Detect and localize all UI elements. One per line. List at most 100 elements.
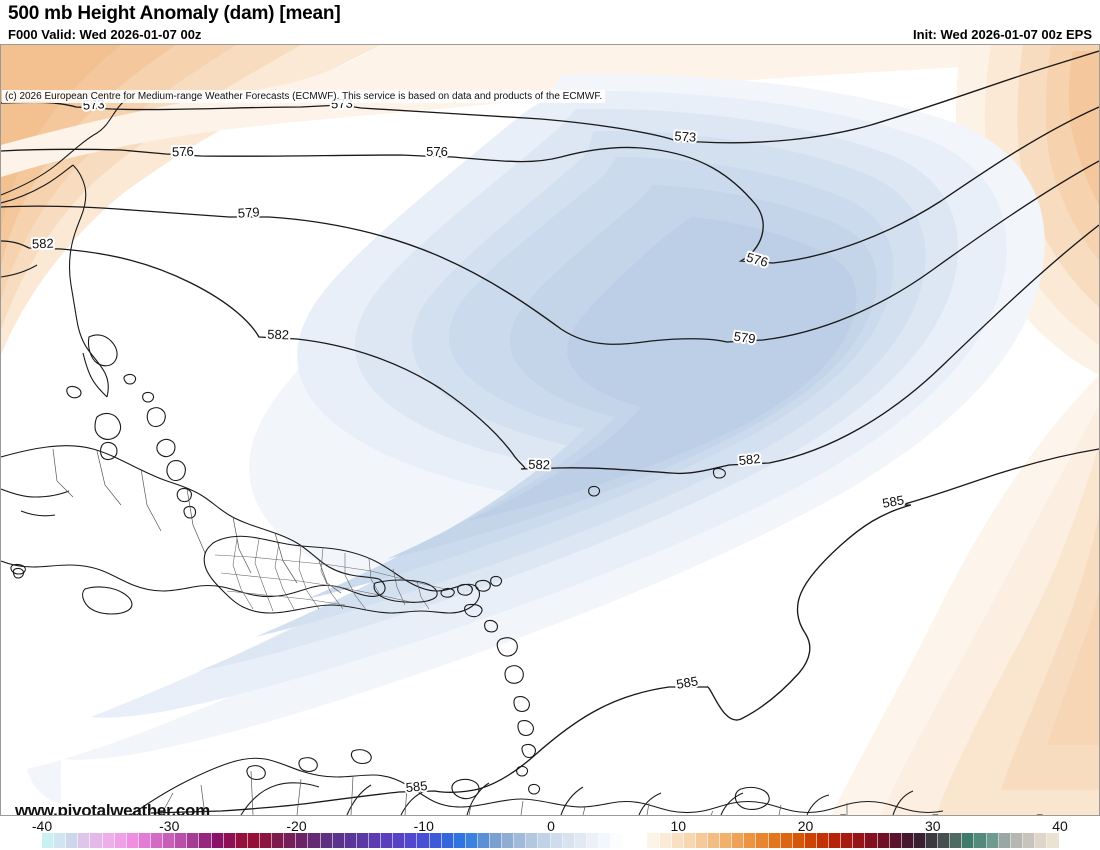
- colorbar-swatch[interactable]: [417, 833, 430, 848]
- colorbar-swatch[interactable]: [502, 833, 515, 848]
- colorbar-swatch[interactable]: [393, 833, 406, 848]
- colorbar-swatch[interactable]: [175, 833, 188, 848]
- colorbar-swatch[interactable]: [671, 833, 684, 848]
- colorbar-swatch[interactable]: [187, 833, 200, 848]
- colorbar-swatch[interactable]: [126, 833, 139, 848]
- colorbar-swatch[interactable]: [66, 833, 79, 848]
- colorbar-swatch[interactable]: [538, 833, 551, 848]
- contour-label: 582: [528, 457, 550, 473]
- colorbar-swatch[interactable]: [453, 833, 466, 848]
- colorbar-tick-label: 20: [797, 818, 814, 834]
- colorbar-swatch[interactable]: [1034, 833, 1048, 848]
- colorbar-swatch[interactable]: [998, 833, 1011, 848]
- colorbar-swatch[interactable]: [962, 833, 975, 848]
- colorbar-swatch[interactable]: [586, 833, 600, 848]
- colorbar-swatch[interactable]: [574, 833, 587, 848]
- colorbar-swatch[interactable]: [320, 833, 333, 848]
- colorbar-swatch[interactable]: [199, 833, 212, 848]
- colorbar-swatch[interactable]: [90, 833, 103, 848]
- colorbar-swatch[interactable]: [780, 833, 793, 848]
- colorbar-swatch[interactable]: [889, 833, 902, 848]
- colorbar-swatch[interactable]: [465, 833, 478, 848]
- colorbar-swatch[interactable]: [611, 833, 624, 848]
- colorbar-swatch[interactable]: [490, 833, 503, 848]
- colorbar-swatch[interactable]: [720, 833, 733, 848]
- colorbar-swatch[interactable]: [950, 833, 963, 848]
- colorbar-swatch[interactable]: [853, 833, 866, 848]
- pivotal-weather-logo[interactable]: piv: [814, 810, 1095, 816]
- colorbar-swatch[interactable]: [247, 833, 260, 848]
- colorbar-swatch[interactable]: [901, 833, 914, 848]
- colorbar-swatch[interactable]: [925, 833, 939, 848]
- colorbar-swatch[interactable]: [526, 833, 539, 848]
- colorbar-swatch[interactable]: [732, 833, 745, 848]
- colorbar-swatch[interactable]: [344, 833, 357, 848]
- colorbar-swatch[interactable]: [211, 833, 224, 848]
- colorbar-swatch[interactable]: [635, 833, 648, 848]
- colorbar-swatch[interactable]: [695, 833, 709, 848]
- colorbar-swatch[interactable]: [235, 833, 248, 848]
- colorbar-swatch[interactable]: [647, 833, 660, 848]
- colorbar-swatch[interactable]: [308, 833, 321, 848]
- colorbar-swatch[interactable]: [381, 833, 394, 848]
- colorbar-swatch[interactable]: [974, 833, 987, 848]
- colorbar-swatch[interactable]: [659, 833, 672, 848]
- colorbar-swatch[interactable]: [841, 833, 854, 848]
- colorbar-swatch[interactable]: [259, 833, 273, 848]
- colorbar-swatch[interactable]: [623, 833, 636, 848]
- colorbar-swatch[interactable]: [405, 833, 418, 848]
- colorbar-swatch[interactable]: [163, 833, 176, 848]
- colorbar-swatch[interactable]: [477, 833, 491, 848]
- colorbar-swatch[interactable]: [332, 833, 345, 848]
- contour-label: 579: [237, 204, 260, 220]
- colorbar-swatch[interactable]: [441, 833, 454, 848]
- colorbar-swatch[interactable]: [368, 833, 382, 848]
- colorbar-swatch[interactable]: [296, 833, 309, 848]
- colorbar-swatch[interactable]: [1047, 833, 1060, 848]
- colorbar-swatch[interactable]: [223, 833, 236, 848]
- colorbar-swatch[interactable]: [986, 833, 999, 848]
- colorbar-swatch[interactable]: [138, 833, 151, 848]
- colorbar-swatch[interactable]: [756, 833, 769, 848]
- colorbar-gradient[interactable]: [42, 833, 1060, 848]
- colorbar-swatch[interactable]: [429, 833, 442, 848]
- colorbar-swatch[interactable]: [683, 833, 696, 848]
- colorbar-swatch[interactable]: [1022, 833, 1035, 848]
- contour-lines: [1, 50, 1099, 814]
- colorbar-swatch[interactable]: [817, 833, 830, 848]
- colorbar-swatch[interactable]: [913, 833, 926, 848]
- colorbar-swatch[interactable]: [150, 833, 164, 848]
- colorbar-swatch[interactable]: [829, 833, 842, 848]
- colorbar-tick-label: -10: [413, 818, 434, 834]
- colorbar-swatch[interactable]: [599, 833, 612, 848]
- map-panel[interactable]: 573 573 573 576 576 576 579 579 582 582 582 582 585 5…: [0, 44, 1100, 816]
- colorbar-swatch[interactable]: [114, 833, 127, 848]
- colorbar-swatch[interactable]: [877, 833, 890, 848]
- colorbar-swatch[interactable]: [78, 833, 91, 848]
- colorbar-swatch[interactable]: [514, 833, 527, 848]
- colorbar-swatch[interactable]: [102, 833, 115, 848]
- colorbar-swatch[interactable]: [1010, 833, 1023, 848]
- contour-label: 585: [675, 673, 699, 692]
- valid-time-label: F000 Valid: Wed 2026-01-07 00z: [8, 27, 202, 42]
- anomaly-fill-southeast: [831, 375, 1099, 815]
- colorbar-swatch[interactable]: [865, 833, 878, 848]
- colorbar-swatch[interactable]: [708, 833, 721, 848]
- colorbar-swatch[interactable]: [938, 833, 951, 848]
- colorbar-swatch[interactable]: [792, 833, 805, 848]
- colorbar-swatch[interactable]: [804, 833, 817, 848]
- colorbar-swatch[interactable]: [272, 833, 285, 848]
- anomaly-fill-central-cool: [27, 74, 1045, 805]
- colorbar-swatch[interactable]: [562, 833, 575, 848]
- colorbar-swatch[interactable]: [42, 833, 55, 848]
- colorbar-swatch[interactable]: [768, 833, 781, 848]
- colorbar-swatch[interactable]: [284, 833, 297, 848]
- colorbar-swatch[interactable]: [54, 833, 67, 848]
- colorbar-panel[interactable]: -40 -30 -20 -10 0 10 20 30 40: [0, 818, 1100, 850]
- colorbar-swatch[interactable]: [744, 833, 757, 848]
- contour-label: 582: [738, 451, 761, 468]
- colorbar-swatch[interactable]: [356, 833, 369, 848]
- colorbar-swatch[interactable]: [550, 833, 563, 848]
